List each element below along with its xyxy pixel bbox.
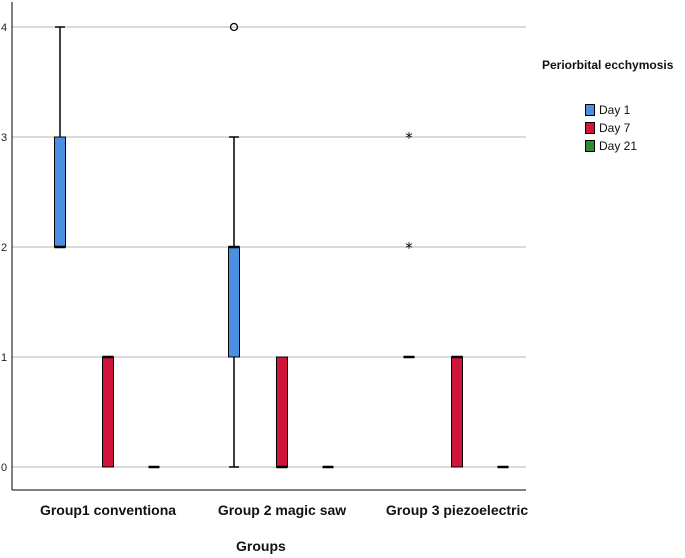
y-tick-label-1: 1 bbox=[1, 352, 7, 364]
box-s2-g3 bbox=[451, 356, 463, 468]
box-s1-g1 bbox=[54, 136, 66, 248]
box-s1-g2 bbox=[228, 246, 240, 358]
x-tick-label-3: Group 3 piezoelectric bbox=[386, 502, 529, 518]
legend-swatch-day-1 bbox=[585, 104, 595, 116]
outlier-star-s1-g3-1: * bbox=[405, 129, 413, 147]
x-tick-label-2: Group 2 magic saw bbox=[218, 502, 346, 518]
x-axis-title: Groups bbox=[236, 538, 286, 554]
y-tick-label-0: 0 bbox=[1, 462, 7, 474]
legend-swatch-day-7 bbox=[585, 122, 595, 134]
legend-label-day-1: Day 1 bbox=[599, 103, 631, 117]
legend-item-day-7: Day 7 bbox=[585, 119, 637, 137]
y-tick-label-4: 4 bbox=[1, 22, 7, 34]
legend-item-day-1: Day 1 bbox=[585, 101, 637, 119]
y-tick-label-2: 2 bbox=[1, 242, 7, 254]
box-s2-g2 bbox=[276, 356, 288, 468]
outlier-circle-s1-g2-0 bbox=[229, 22, 239, 32]
legend-label-day-7: Day 7 bbox=[599, 121, 631, 135]
x-tick-label-1: Group1 conventiona bbox=[40, 502, 176, 518]
legend-item-day-21: Day 21 bbox=[585, 137, 637, 155]
legend-swatch-day-21 bbox=[585, 140, 595, 152]
legend: Day 1 Day 7 Day 21 bbox=[585, 101, 637, 155]
outlier-star-s1-g3-0: * bbox=[405, 239, 413, 257]
legend-title: Periorbital ecchymosis bbox=[542, 58, 674, 72]
legend-label-day-21: Day 21 bbox=[599, 139, 638, 153]
box-s2-g1 bbox=[102, 356, 114, 468]
y-tick-label-3: 3 bbox=[1, 132, 7, 144]
